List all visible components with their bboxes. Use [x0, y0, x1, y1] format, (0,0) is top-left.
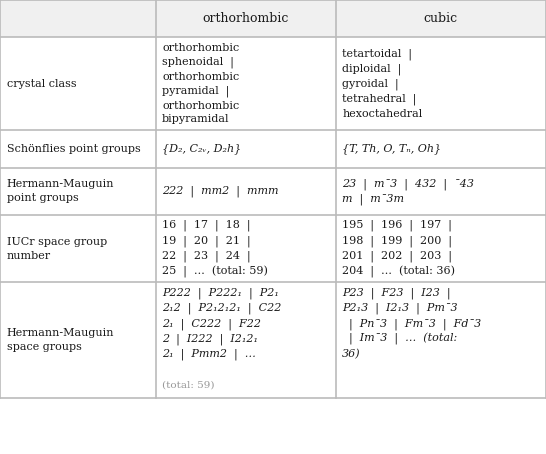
Text: 16  |  17  |  18  |
19  |  20  |  21  |
22  |  23  |  24  |
25  |  …  (total: 59: 16 | 17 | 18 | 19 | 20 | 21 | 22 | 23 | …	[162, 220, 268, 277]
Text: P23  |  F23  |  I23  |
P2₁3  |  I2₁3  |  Pm¯3
  |  Pn¯3  |  Fm¯3  |  Fd¯3
  |  I: P23 | F23 | I23 | P2₁3 | I2₁3 | Pm¯3 | P…	[342, 288, 482, 360]
Text: 195  |  196  |  197  |
198  |  199  |  200  |
201  |  202  |  203  |
204  |  …  : 195 | 196 | 197 | 198 | 199 | 200 | 201 …	[342, 220, 455, 277]
Bar	[0, 0, 546, 37]
Text: Hermann-Mauguin
space groups: Hermann-Mauguin space groups	[7, 328, 114, 352]
Text: cubic: cubic	[424, 12, 458, 25]
Text: tetartoidal  |
diploidal  |
gyroidal  |
tetrahedral  |
hexoctahedral: tetartoidal | diploidal | gyroidal | tet…	[342, 49, 423, 119]
Text: Hermann-Mauguin
point groups: Hermann-Mauguin point groups	[7, 179, 114, 203]
Text: 222  |  mm2  |  mmm: 222 | mm2 | mmm	[162, 186, 278, 197]
Text: (total: 59): (total: 59)	[162, 381, 215, 390]
Text: P222  |  P222₁  |  P2₁
2₁2  |  P2₁2₁2₁  |  C22
2₁  |  C222  |  F22
2  |  I222  |: P222 | P222₁ | P2₁ 2₁2 | P2₁2₁2₁ | C22 2…	[162, 288, 282, 360]
Text: 23  |  m¯3  |  432  |  ¯43
m  |  m¯3m: 23 | m¯3 | 432 | ¯43 m | m¯3m	[342, 178, 474, 205]
Text: orthorhombic
sphenoidal  |
orthorhombic
pyramidal  |
orthorhombic
bipyramidal: orthorhombic sphenoidal | orthorhombic p…	[162, 43, 239, 124]
Text: {T, Th, O, Tₙ, Oh}: {T, Th, O, Tₙ, Oh}	[342, 143, 442, 154]
Text: {D₂, C₂ᵥ, D₂h}: {D₂, C₂ᵥ, D₂h}	[162, 143, 241, 154]
Text: IUCr space group
number: IUCr space group number	[7, 237, 107, 261]
Text: Schönflies point groups: Schönflies point groups	[7, 144, 140, 154]
Text: orthorhombic: orthorhombic	[203, 12, 289, 25]
Text: crystal class: crystal class	[7, 79, 76, 89]
